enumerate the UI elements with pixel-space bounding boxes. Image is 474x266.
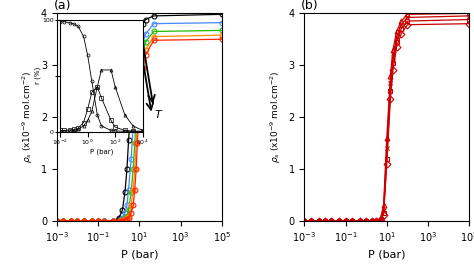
Y-axis label: $\rho_s$ (x10$^{-9}$ mol.cm$^{-2}$): $\rho_s$ (x10$^{-9}$ mol.cm$^{-2}$) [268, 71, 283, 163]
X-axis label: P (bar): P (bar) [368, 250, 406, 260]
Y-axis label: $\rho_s$ (x10$^{-9}$ mol.cm$^{-2}$): $\rho_s$ (x10$^{-9}$ mol.cm$^{-2}$) [21, 71, 36, 163]
X-axis label: P (bar): P (bar) [120, 250, 158, 260]
Text: (b): (b) [301, 0, 319, 12]
Text: (a): (a) [54, 0, 71, 12]
Text: $T$: $T$ [154, 109, 163, 120]
